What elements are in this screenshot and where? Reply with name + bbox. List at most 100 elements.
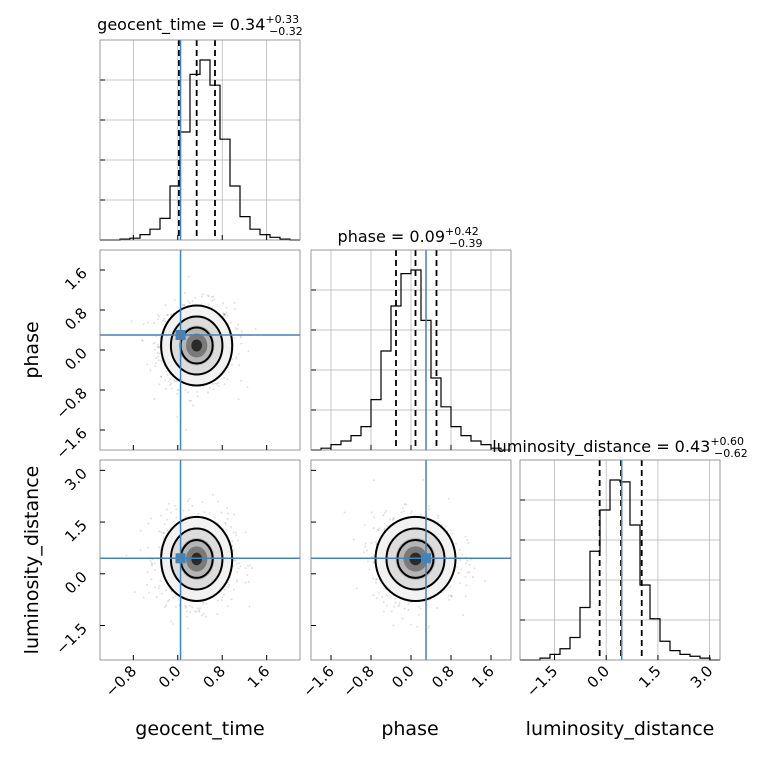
sample-point: [160, 531, 163, 534]
sample-point: [237, 398, 240, 401]
sample-point: [162, 531, 165, 534]
sample-point: [151, 563, 154, 566]
sample-point: [169, 378, 172, 381]
sample-point: [372, 560, 375, 563]
sample-point: [174, 605, 177, 608]
sample-point: [385, 593, 388, 596]
sample-point: [372, 479, 375, 482]
sample-point: [226, 605, 229, 608]
sample-point: [447, 497, 450, 500]
sample-point: [197, 607, 200, 610]
sample-point: [173, 379, 176, 382]
sample-point: [152, 322, 155, 325]
sample-point: [233, 307, 236, 310]
sample-point: [170, 382, 173, 385]
sample-point: [235, 581, 238, 584]
sample-point: [166, 313, 169, 316]
sample-point: [163, 317, 166, 320]
sample-point: [167, 502, 170, 505]
x-tick-label: 0.8: [428, 662, 458, 692]
sample-point: [170, 313, 173, 316]
sample-point: [390, 610, 393, 613]
sample-point: [175, 516, 178, 519]
sample-point: [223, 314, 226, 317]
sample-point: [226, 517, 229, 520]
sample-point: [211, 493, 214, 496]
sample-point: [188, 509, 191, 512]
sample-point: [375, 597, 378, 600]
panel-title-geocent_time: geocent_time = 0.34+0.33 −0.32: [97, 13, 303, 38]
x-tick-label: −1.6: [299, 662, 337, 700]
sample-point: [220, 511, 223, 514]
sample-point: [235, 356, 238, 359]
sample-point: [483, 580, 486, 583]
sample-point: [236, 539, 239, 542]
title-main: luminosity_distance = 0.43: [492, 437, 710, 457]
sample-point: [247, 350, 250, 353]
sample-point: [156, 313, 159, 316]
sample-point: [176, 392, 179, 395]
sample-point: [237, 323, 240, 326]
sample-point: [198, 610, 201, 613]
sample-point: [217, 500, 220, 503]
sample-point: [403, 503, 406, 506]
truth-marker: [175, 553, 186, 564]
sample-point: [196, 395, 199, 398]
x-tick-label: 0.0: [155, 662, 185, 692]
sample-point: [247, 580, 250, 583]
sample-point: [195, 610, 198, 613]
sample-point: [393, 605, 396, 608]
sample-point: [407, 603, 410, 606]
sample-point: [362, 550, 365, 553]
sample-point: [240, 330, 243, 333]
x-tick-label: 0.0: [388, 662, 418, 692]
sample-point: [436, 606, 439, 609]
sample-point: [160, 375, 163, 378]
sample-point: [173, 378, 176, 381]
sample-point: [381, 595, 384, 598]
sample-point: [183, 604, 186, 607]
sample-point: [230, 598, 233, 601]
sample-point: [370, 555, 373, 558]
sample-point: [168, 384, 171, 387]
sample-point: [153, 348, 156, 351]
sample-point: [148, 591, 151, 594]
sample-point: [237, 352, 240, 355]
sample-point: [211, 299, 214, 302]
sample-point: [457, 572, 460, 575]
sample-point: [364, 542, 367, 545]
sample-point: [172, 596, 175, 599]
sample-point: [226, 512, 229, 515]
sample-point: [378, 592, 381, 595]
sample-point: [451, 532, 454, 535]
sample-point: [173, 520, 176, 523]
sample-point: [394, 597, 397, 600]
sample-point: [216, 613, 219, 616]
sample-point: [187, 391, 190, 394]
sample-point: [450, 595, 453, 598]
sample-point: [205, 615, 208, 618]
sample-point: [155, 335, 158, 338]
sample-point: [246, 386, 249, 389]
title-plus: +0.33: [265, 13, 299, 26]
x-axis-label-geocent_time: geocent_time: [135, 718, 264, 740]
sample-point: [198, 609, 201, 612]
sample-point: [188, 498, 191, 501]
panel-luminosity_distance-vs-geocent_time: [99, 459, 301, 661]
sample-point: [222, 312, 225, 315]
sample-point: [217, 381, 220, 384]
sample-point: [186, 500, 189, 503]
sample-point: [437, 521, 440, 524]
sample-point: [465, 562, 468, 565]
sample-point: [212, 295, 215, 298]
sample-point: [146, 321, 149, 324]
sample-point: [130, 320, 133, 323]
sample-point: [464, 595, 467, 598]
y-axis-label-phase: phase: [21, 321, 43, 378]
sample-point: [177, 388, 180, 391]
sample-point: [207, 303, 210, 306]
sample-point: [165, 518, 168, 521]
sample-point: [171, 622, 174, 625]
sample-point: [223, 313, 226, 316]
x-axis-label-luminosity_distance: luminosity_distance: [526, 718, 715, 740]
